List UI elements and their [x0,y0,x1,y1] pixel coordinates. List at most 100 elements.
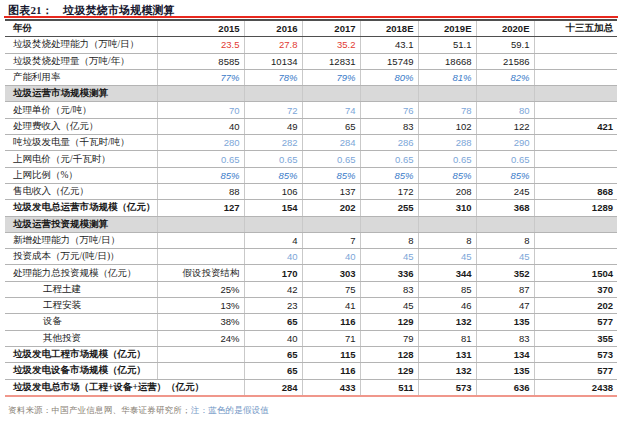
cell-value: 170 [244,265,302,281]
cell-value: 85% [360,167,418,183]
cell-value [534,69,617,85]
column-header: 2019E [418,20,476,37]
cell-value: 129 [360,314,418,330]
cell-value: 7 [302,232,360,248]
cell-value: 79% [302,69,360,85]
cell-value: 573 [418,379,476,396]
cell-value: 355 [534,330,617,346]
cell-value: 1504 [534,265,617,281]
cell-value: 83 [476,330,534,346]
cell-value: 83 [360,118,418,134]
cell-value: 352 [476,265,534,281]
cell-value: 284 [302,135,360,151]
cell-value: 310 [418,200,476,216]
cell-value: 0.65 [418,151,476,167]
cell-value [534,86,617,102]
cell-value: 45 [476,249,534,265]
cell-value: 336 [360,265,418,281]
cell-value: 284 [244,379,302,396]
column-header-year: 年份 [5,20,157,37]
cell-value: 106 [244,183,302,199]
cell-value [534,37,617,53]
cell-value: 24% [157,330,244,346]
table-row: 工程安装13%2341454647202 [5,298,617,314]
cell-value [157,232,244,248]
cell-value: 83 [360,281,418,297]
cell-value: 0.65 [476,151,534,167]
cell-value: 573 [534,346,617,362]
cell-value: 假设投资结构 [157,265,244,281]
cell-value [302,86,360,102]
title-divider-rule [4,16,618,18]
cell-value [157,249,244,265]
cell-value: 87 [476,281,534,297]
cell-value: 4 [244,232,302,248]
cell-value [534,167,617,183]
cell-value: 282 [244,135,302,151]
cell-value: 116 [302,363,360,379]
cell-value: 433 [302,379,360,396]
cell-value [534,216,617,232]
cell-value: 8 [476,232,534,248]
column-header: 2020E [476,20,534,37]
table-row: 垃圾发电工程市场规模（亿元）65115128131134573 [5,346,617,362]
table-row: 垃圾发电总运营市场规模（亿元）1271542022553103681289 [5,200,617,216]
cell-value: 290 [476,135,534,151]
table-row: 吨垃圾发电量（千瓦时/吨）280282284286288290 [5,135,617,151]
column-header: 2018E [360,20,418,37]
cell-value: 85% [244,167,302,183]
cell-value: 0.65 [302,151,360,167]
cell-value: 76 [360,102,418,118]
cell-value: 421 [534,118,617,134]
table-row: 处理能力总投资规模（亿元）假设投资结构1703033363443521504 [5,265,617,281]
row-label: 上网比例（%） [5,167,157,183]
cell-value [360,86,418,102]
cell-value: 116 [302,314,360,330]
cell-value [157,363,244,379]
cell-value: 85 [418,281,476,297]
cell-value [476,216,534,232]
cell-value: 0.65 [360,151,418,167]
source-text: 资料来源：中国产业信息网、华泰证券研究所； [8,405,191,415]
cell-value: 344 [418,265,476,281]
cell-value: 137 [302,183,360,199]
row-label: 工程安装 [5,298,157,314]
row-label: 垃圾运营市场规模测算 [5,86,157,102]
table-row: 产能利用率77%78%79%80%81%82% [5,69,617,85]
cell-value: 85% [418,167,476,183]
cell-value: 8 [418,232,476,248]
cell-value: 18668 [418,53,476,69]
cell-value: 38% [157,314,244,330]
cell-value [157,346,244,362]
cell-value: 85% [302,167,360,183]
cell-value: 129 [360,363,418,379]
cell-value: 115 [302,346,360,362]
cell-value: 8585 [157,53,244,69]
cell-value: 1289 [534,200,617,216]
cell-value: 41 [302,298,360,314]
cell-value: 71 [302,330,360,346]
table-row: 投资成本（万元/(吨/日)）4040454545 [5,249,617,265]
cell-value: 286 [360,135,418,151]
table-row: 其他投资24%4071798183355 [5,330,617,346]
cell-value: 10134 [244,53,302,69]
cell-value: 40 [157,118,244,134]
cell-value: 51.1 [418,37,476,53]
cell-value: 102 [418,118,476,134]
column-header: 2017 [302,20,360,37]
cell-value: 288 [418,135,476,151]
row-label: 处理能力总投资规模（亿元） [5,265,157,281]
cell-value: 40 [244,249,302,265]
cell-value [418,86,476,102]
cell-value: 368 [476,200,534,216]
cell-value: 78 [418,102,476,118]
section-header-row: 垃圾运营投资规模测算 [5,216,617,232]
cell-value: 45 [418,249,476,265]
cell-value: 122 [476,118,534,134]
row-label: 新增处理能力（万吨/日） [5,232,157,248]
cell-value: 8 [360,232,418,248]
cell-value [476,86,534,102]
table-row: 垃圾发电设备市场规模（亿元）65116129132135577 [5,363,617,379]
cell-value: 40 [302,249,360,265]
cell-value: 135 [476,363,534,379]
